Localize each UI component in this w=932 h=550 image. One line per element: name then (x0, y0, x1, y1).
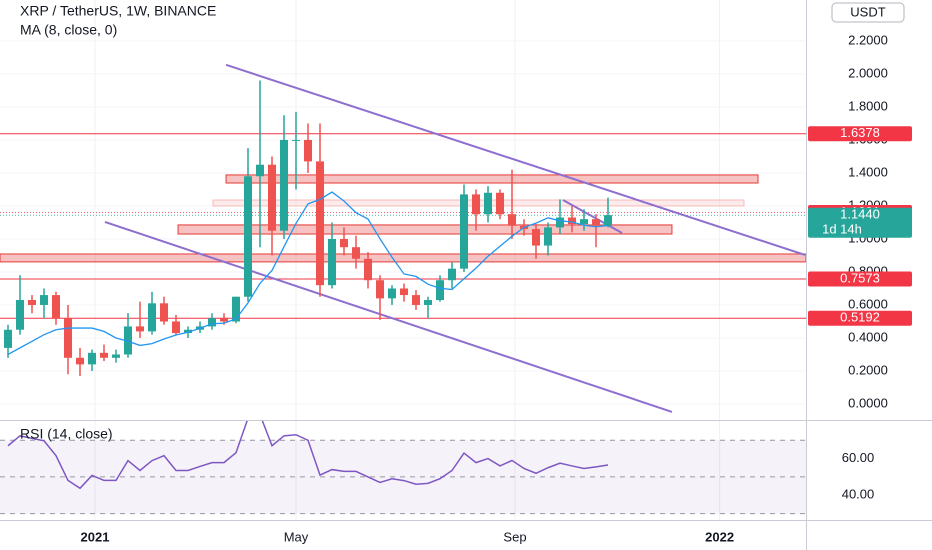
candle-body (256, 164, 265, 177)
candle-body (352, 247, 361, 259)
candle-body (436, 280, 445, 301)
candle-body (100, 352, 109, 358)
candle-body (52, 295, 61, 319)
price-label-box (808, 126, 912, 142)
candle-body (232, 296, 241, 322)
zone (0, 253, 806, 263)
candle-body (184, 329, 193, 334)
candle-body (568, 217, 577, 225)
candle-body (136, 326, 145, 332)
price-pane (0, 63, 806, 413)
x-tick-label: Sep (503, 529, 526, 544)
zone (177, 224, 673, 235)
candle-body (364, 258, 373, 281)
x-tick-label: 2021 (81, 529, 110, 544)
x-tick-label: May (284, 529, 309, 544)
candle-body (40, 295, 49, 305)
candle-body (160, 303, 169, 322)
candle-body (124, 326, 133, 355)
candle-body (304, 139, 313, 162)
price-label: 0.7573 (840, 270, 880, 285)
candle-body (580, 219, 589, 225)
y-tick-label: 0.6000 (848, 296, 888, 311)
candle-body (112, 354, 121, 358)
currency-button-label[interactable]: USDT (850, 4, 885, 19)
y-tick-label: 0.2000 (848, 362, 888, 377)
candle-body (388, 288, 397, 299)
rsi-line (7, 421, 609, 490)
candle-body (532, 229, 541, 246)
candle-body (16, 300, 25, 330)
candle-body (328, 238, 337, 286)
trendline (225, 63, 806, 256)
candle-body (556, 217, 565, 228)
candle-body (280, 139, 289, 231)
candle-body (604, 215, 613, 226)
candle-body (4, 329, 13, 348)
y-tick-label: 2.0000 (848, 65, 888, 80)
candle-body (340, 238, 349, 248)
candle-body (496, 192, 505, 215)
candle-body (412, 295, 421, 305)
candle-body (424, 300, 433, 305)
y-tick-label: 1.8000 (848, 98, 888, 113)
y-tick-label: 2.2000 (848, 32, 888, 47)
countdown: 1d 14h (822, 222, 862, 237)
candle-body (400, 288, 409, 296)
candle-body (448, 268, 457, 281)
zone (225, 174, 759, 184)
price-label-box (808, 207, 912, 238)
candle-body (208, 318, 217, 327)
candle-body (544, 227, 553, 246)
price-label-box (808, 271, 912, 287)
price-label-box (808, 310, 912, 326)
candle-body (376, 280, 385, 299)
candle-body (508, 214, 517, 226)
candle-body (592, 219, 601, 226)
currency-button[interactable] (831, 2, 905, 23)
y-tick-label: 0.0000 (848, 395, 888, 410)
rsi-legend: RSI (14, close) (20, 426, 113, 442)
candle-body (292, 139, 301, 141)
x-tick-label: 2022 (705, 529, 734, 544)
rsi-pane (0, 421, 806, 515)
chart-title: XRP / TetherUS, 1W, BINANCE (20, 3, 216, 19)
price-label: 0.5192 (840, 310, 880, 325)
trendline (104, 221, 673, 413)
candle-body (76, 357, 85, 365)
ma-legend: MA (8, close, 0) (20, 22, 117, 38)
candle-body (472, 194, 481, 215)
candle-body (172, 321, 181, 334)
rsi-tick-label: 60.00 (842, 450, 875, 465)
price-label: 1.6378 (840, 125, 880, 140)
candle-body (28, 300, 37, 305)
y-tick-label: 1.4000 (848, 164, 888, 179)
candle-body (268, 164, 277, 231)
candle-body (316, 161, 325, 286)
y-tick-label: 0.4000 (848, 329, 888, 344)
candle-body (220, 318, 229, 322)
candle-body (484, 192, 493, 215)
candle-body (64, 318, 73, 358)
trendline (562, 199, 623, 234)
ma-line (7, 191, 609, 356)
candle-body (148, 303, 157, 332)
rsi-tick-label: 40.00 (842, 487, 875, 502)
candle-body (88, 352, 97, 365)
price-label: 1.1440 (840, 207, 880, 222)
candle-body (244, 176, 253, 297)
candle-body (460, 194, 469, 269)
